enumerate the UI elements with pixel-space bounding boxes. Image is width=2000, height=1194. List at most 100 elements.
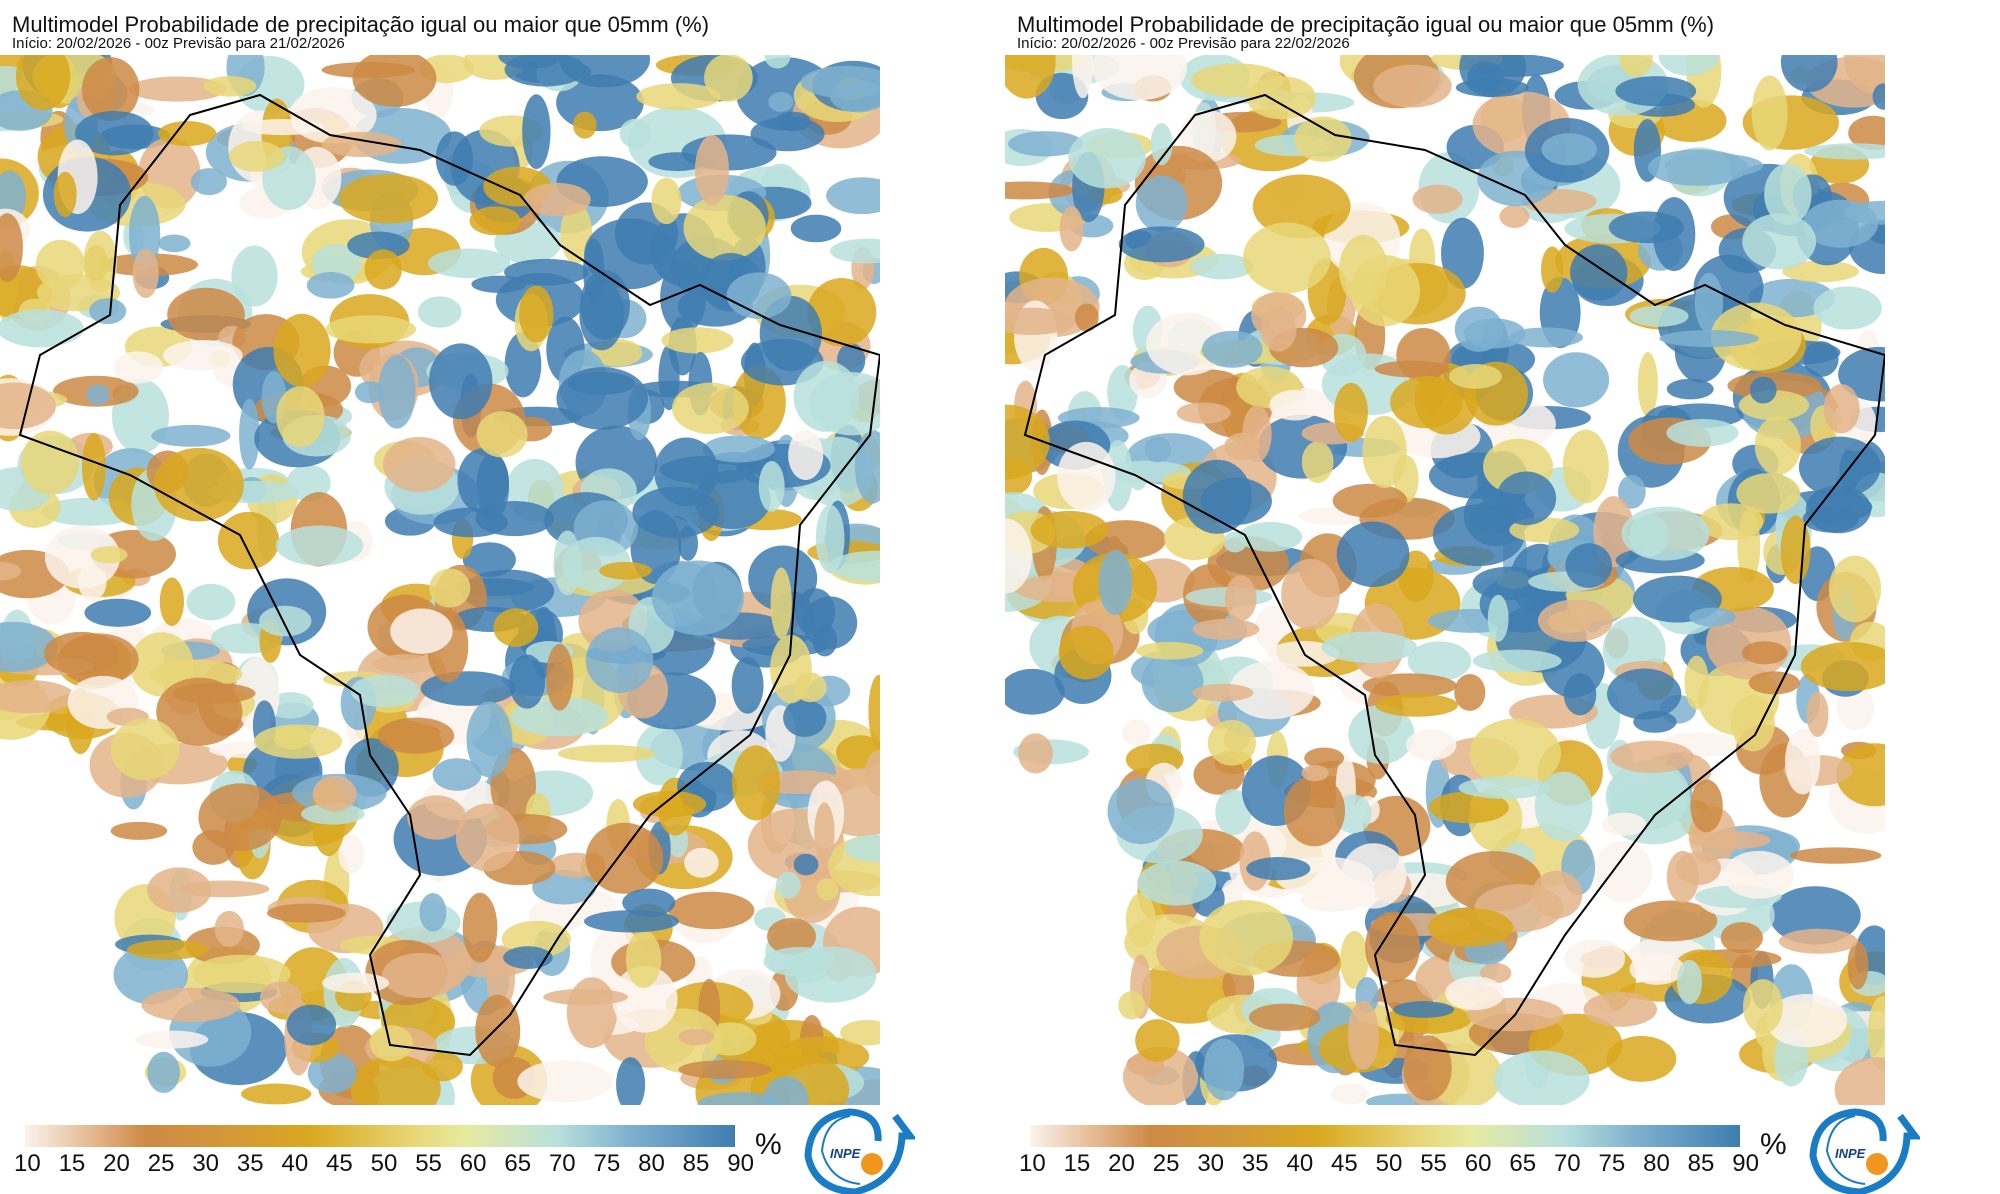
precip-blob	[1617, 474, 1646, 509]
precip-blob	[151, 424, 231, 447]
precip-blob	[732, 745, 781, 821]
precip-blob	[1141, 652, 1204, 713]
precip-blob	[1780, 55, 1838, 93]
precip-blob	[1610, 740, 1694, 773]
precip-blob	[306, 272, 355, 299]
precip-blob	[1405, 729, 1457, 761]
precip-blob	[1005, 307, 1074, 336]
precip-blob	[840, 1019, 880, 1046]
precip-blob	[1005, 404, 1050, 480]
colorbar-tick: 90	[1732, 1150, 1759, 1177]
precip-blob	[788, 429, 824, 481]
precip-blob	[1403, 1035, 1452, 1101]
precip-blob	[419, 893, 447, 932]
precip-blob	[1118, 226, 1205, 263]
precip-blob	[794, 672, 827, 703]
precip-blob	[1074, 303, 1099, 332]
precip-blob	[1593, 840, 1653, 903]
inpe-logo: INPE	[804, 1108, 915, 1194]
precip-blob	[163, 340, 243, 371]
precip-blob	[462, 542, 516, 578]
precip-blob	[1215, 788, 1252, 836]
precip-blob	[1068, 128, 1146, 189]
precip-blob	[1144, 436, 1172, 463]
precip-blob	[1445, 976, 1505, 1011]
map-subtitle: Início: 20/02/2026 - 00z Previsão para 2…	[1017, 35, 1350, 52]
precip-blob	[475, 994, 521, 1068]
precip-blob	[322, 972, 390, 994]
precip-blob	[648, 152, 706, 172]
precip-blob	[1207, 720, 1256, 766]
precip-blob	[546, 643, 574, 711]
precip-blob	[1008, 131, 1084, 157]
precip-blob	[192, 954, 291, 994]
precip-blob	[1362, 673, 1457, 698]
colorbar-tick: 30	[1197, 1150, 1225, 1177]
precip-blob	[702, 435, 775, 463]
precip-blob	[1541, 133, 1597, 166]
precip-blob	[1487, 594, 1509, 642]
precip-blob	[1283, 775, 1346, 847]
precip-blob	[1675, 851, 1721, 886]
precip-blob	[1508, 327, 1583, 348]
precip-blob	[1741, 641, 1788, 665]
precip-blob	[1294, 116, 1352, 162]
precipitation-field	[1005, 55, 1885, 1105]
precip-blob	[1005, 668, 1065, 715]
precip-blob	[1375, 693, 1459, 717]
colorbar-tick: 60	[1464, 1150, 1492, 1177]
precip-blob	[1340, 843, 1407, 909]
precip-blob	[1269, 389, 1321, 421]
precip-blob	[1362, 415, 1407, 488]
precip-blob	[1699, 503, 1764, 541]
precip-blob	[1182, 459, 1252, 534]
precip-blob	[1223, 531, 1247, 553]
precip-blob	[1742, 213, 1817, 270]
precip-blob	[503, 946, 553, 969]
precip-blob	[1612, 788, 1666, 814]
precip-blob	[325, 315, 417, 344]
precip-blob	[865, 750, 880, 796]
precip-blob	[1785, 728, 1821, 795]
precip-blob	[157, 234, 191, 253]
colorbar-tick: 25	[147, 1150, 175, 1177]
precip-blob	[671, 382, 749, 434]
precip-blob	[1441, 217, 1484, 290]
precip-blob	[1338, 234, 1388, 305]
precip-blob	[585, 822, 664, 894]
precip-blob	[132, 249, 159, 299]
precip-blob	[239, 398, 260, 470]
precip-blob	[566, 977, 618, 1048]
precip-blob	[0, 680, 75, 714]
precip-blob	[768, 92, 794, 112]
colorbar-tick: 70	[1553, 1150, 1581, 1177]
precip-blob	[493, 608, 539, 647]
forecast-panel: Multimodel Probabilidade de precipitação…	[0, 12, 915, 1194]
precip-blob	[432, 758, 482, 791]
precip-blob	[519, 285, 554, 343]
precip-blob	[1601, 812, 1647, 836]
colorbar-tick: 10	[14, 1150, 41, 1177]
probability-map	[0, 55, 880, 1105]
precip-blob	[697, 1092, 783, 1105]
precip-blob	[1333, 382, 1368, 442]
precip-blob	[153, 447, 244, 522]
precip-blob	[158, 120, 217, 147]
precip-blob	[110, 821, 168, 840]
precip-blob	[815, 504, 845, 574]
colorbar-tick: 45	[1331, 1150, 1358, 1177]
precip-blob	[1798, 436, 1881, 498]
precip-blob	[350, 1055, 441, 1105]
precip-blob	[868, 674, 880, 748]
precip-blob	[1137, 860, 1217, 906]
precip-blob	[1347, 1000, 1380, 1070]
precip-blob	[338, 834, 365, 874]
precip-blob	[794, 588, 836, 637]
precip-blob	[1243, 222, 1331, 294]
precip-blob	[241, 119, 324, 136]
brazil-border	[1023, 93, 1885, 1057]
precip-blob	[148, 659, 243, 689]
precip-blob	[1199, 900, 1294, 976]
precip-blob	[1780, 515, 1811, 585]
precip-blob	[1135, 1019, 1180, 1062]
